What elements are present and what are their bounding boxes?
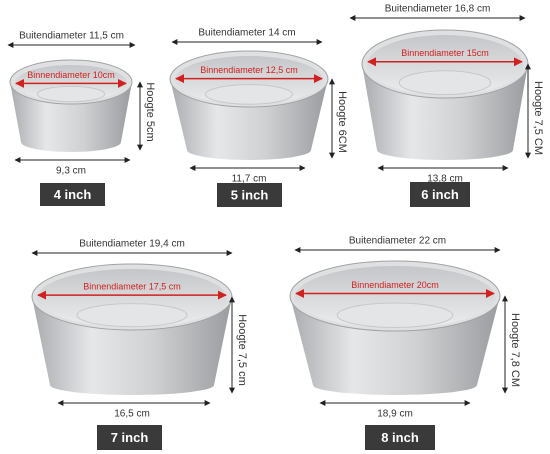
outer-label: Buitendiameter 14 cm <box>198 28 295 39</box>
size-label: 5 inch <box>231 187 269 202</box>
outer-label: Buitendiameter 19,4 cm <box>79 239 185 250</box>
inner-label: Binnendiameter 12,5 cm <box>200 65 298 75</box>
bottom-label: 18,9 cm <box>377 409 413 420</box>
size-box <box>217 183 282 207</box>
inner-label: Binnendiameter 15cm <box>401 48 489 58</box>
pan-floor <box>336 302 454 328</box>
pan-floor <box>36 85 106 103</box>
size-box <box>40 183 105 206</box>
height-label: Hoogte 6CM <box>336 91 348 153</box>
outer-label: Buitendiameter 11,5 cm <box>19 31 124 42</box>
size-label: 8 inch <box>381 430 419 445</box>
outer-label: Buitendiameter 16,8 cm <box>385 4 491 15</box>
height-label: Hoogte 5cm <box>144 82 156 141</box>
size-box <box>410 182 470 207</box>
size-label: 6 inch <box>421 187 459 202</box>
pan-floor <box>76 303 188 328</box>
height-label: Hoogte 7,8 CM <box>509 313 521 387</box>
outer-label: Buitendiameter 22 cm <box>349 236 446 247</box>
height-label: Hoogte 7,5 CM <box>532 81 544 155</box>
height-label: Hoogte 7,5 cm <box>236 314 248 386</box>
bottom-label: 9,3 cm <box>56 166 86 177</box>
size-box <box>365 425 435 450</box>
pan-floor <box>205 84 293 105</box>
inner-label: Binnendiameter 17,5 cm <box>83 281 181 291</box>
inner-label: Binnendiameter 20cm <box>351 280 439 290</box>
bottom-label: 13,8 cm <box>427 174 463 185</box>
inner-label: Binnendiameter 10cm <box>27 70 115 80</box>
bottom-label: 16,5 cm <box>114 409 150 420</box>
size-label: 7 inch <box>111 430 149 445</box>
size-box <box>97 425 162 450</box>
size-label: 4 inch <box>54 187 92 202</box>
bottom-label: 11,7 cm <box>232 174 267 185</box>
pan-floor <box>398 70 492 96</box>
